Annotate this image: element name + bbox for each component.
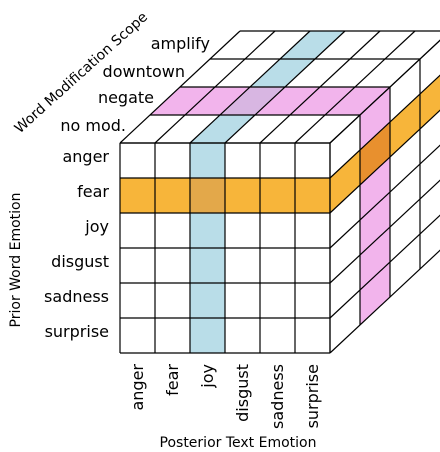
cube-grid	[119, 30, 440, 354]
z-tick-label: no mod.	[60, 116, 126, 135]
y-tick-label: disgust	[51, 252, 109, 271]
y-tick-label: fear	[77, 182, 109, 201]
fear-negate-overlap	[360, 122, 390, 185]
y-tick-label: joy	[84, 217, 109, 236]
x-axis-title: Posterior Text Emotion	[160, 435, 317, 451]
joy-fear-overlap	[190, 178, 225, 213]
y-tick-labels: anger fear joy disgust sadness surprise	[44, 147, 109, 341]
z-tick-label: negate	[98, 88, 154, 107]
x-tick-label: joy	[198, 364, 217, 389]
y-tick-label: sadness	[44, 287, 109, 306]
z-tick-labels: no mod. negate downtown amplify	[60, 34, 210, 135]
x-tick-label: fear	[163, 364, 182, 396]
y-axis-title: Prior Word Emotion	[8, 193, 24, 328]
x-tick-label: surprise	[303, 364, 322, 428]
x-tick-label: anger	[128, 364, 147, 411]
joy-negate-overlap	[220, 87, 285, 115]
z-tick-label: amplify	[151, 34, 210, 53]
x-tick-label: sadness	[268, 364, 287, 429]
y-tick-label: surprise	[45, 322, 109, 341]
x-tick-label: disgust	[233, 364, 252, 422]
y-tick-label: anger	[62, 147, 109, 166]
z-tick-label: downtown	[103, 62, 185, 81]
x-tick-labels: anger fear joy disgust sadness surprise	[128, 364, 322, 429]
